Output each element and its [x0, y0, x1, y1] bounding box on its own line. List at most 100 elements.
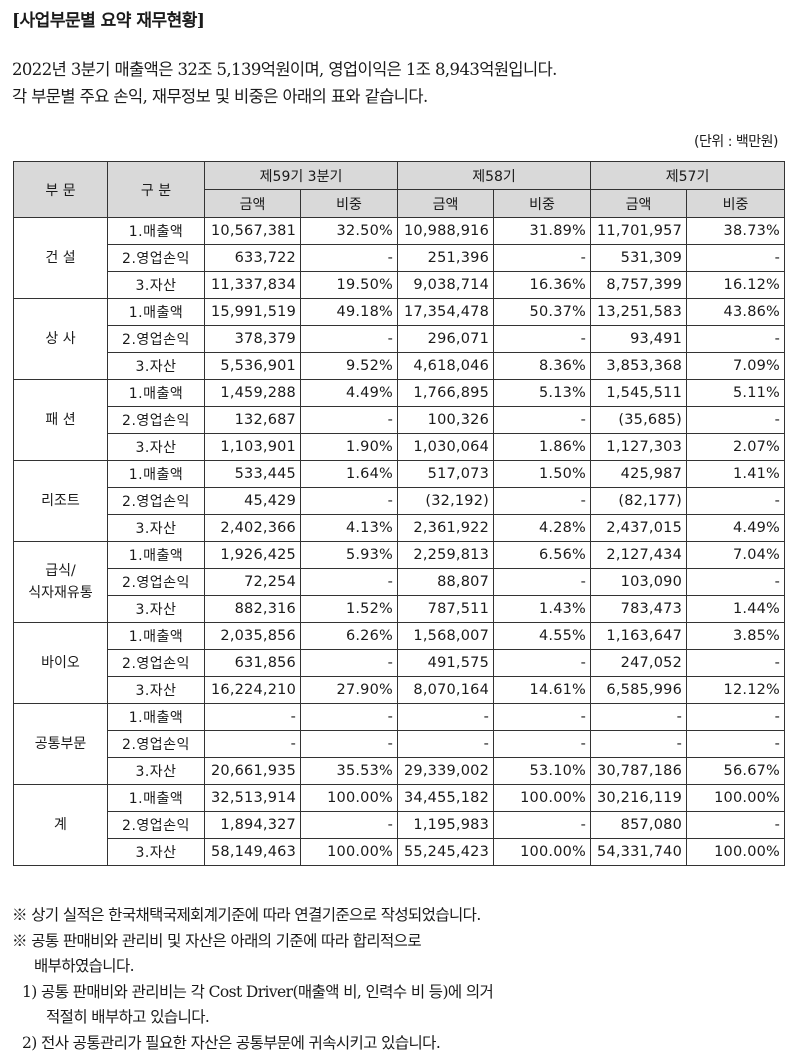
amount-cell: 93,491 — [591, 326, 687, 353]
amount-cell: - — [205, 731, 301, 758]
amount-cell: 10,567,381 — [205, 218, 301, 245]
amount-cell: 8,757,399 — [591, 272, 687, 299]
ratio-cell: - — [687, 326, 785, 353]
amount-cell: 11,701,957 — [591, 218, 687, 245]
amount-cell: 2,402,366 — [205, 515, 301, 542]
amount-cell: - — [205, 704, 301, 731]
amount-cell: 3,853,368 — [591, 353, 687, 380]
section-title: [사업부문별 요약 재무현황] — [12, 6, 204, 31]
amount-cell: - — [591, 704, 687, 731]
amount-cell: 30,787,186 — [591, 758, 687, 785]
amount-cell: 1,545,511 — [591, 380, 687, 407]
ratio-cell: 4.28% — [494, 515, 591, 542]
ratio-cell: - — [687, 245, 785, 272]
category-label: 3.자산 — [108, 596, 205, 623]
ratio-cell: 12.12% — [687, 677, 785, 704]
amount-cell: 29,339,002 — [398, 758, 494, 785]
ratio-cell: 8.36% — [494, 353, 591, 380]
segment-name: 패 션 — [14, 380, 108, 461]
segment-name-text: 리조트 — [18, 490, 103, 512]
segment-name-text: 공통부문 — [18, 733, 103, 755]
segment-name-text: 상 사 — [18, 328, 103, 350]
ratio-cell: 1.50% — [494, 461, 591, 488]
ratio-cell: - — [301, 731, 398, 758]
ratio-cell: - — [494, 407, 591, 434]
ratio-cell: 5.13% — [494, 380, 591, 407]
ratio-cell: 4.49% — [301, 380, 398, 407]
amount-cell: (32,192) — [398, 488, 494, 515]
segment-name: 상 사 — [14, 299, 108, 380]
segment-name: 리조트 — [14, 461, 108, 542]
amount-cell: 88,807 — [398, 569, 494, 596]
category-label: 1.매출액 — [108, 218, 205, 245]
amount-cell: 1,103,901 — [205, 434, 301, 461]
ratio-cell: 100.00% — [687, 839, 785, 866]
ratio-cell: 31.89% — [494, 218, 591, 245]
ratio-cell: - — [494, 731, 591, 758]
amount-cell: 491,575 — [398, 650, 494, 677]
category-label: 3.자산 — [108, 353, 205, 380]
header-ratio: 비중 — [301, 190, 398, 218]
category-label: 1.매출액 — [108, 299, 205, 326]
amount-cell: 251,396 — [398, 245, 494, 272]
header-segment: 부 문 — [14, 162, 108, 218]
amount-cell: 1,127,303 — [591, 434, 687, 461]
ratio-cell: - — [494, 326, 591, 353]
amount-cell: 30,216,119 — [591, 785, 687, 812]
amount-cell: 425,987 — [591, 461, 687, 488]
category-label: 3.자산 — [108, 434, 205, 461]
segment-name: 급식/식자재유통 — [14, 542, 108, 623]
ratio-cell: - — [687, 704, 785, 731]
amount-cell: 2,035,856 — [205, 623, 301, 650]
ratio-cell: 3.85% — [687, 623, 785, 650]
header-amount: 금액 — [398, 190, 494, 218]
amount-cell: 9,038,714 — [398, 272, 494, 299]
segment-name-text: 급식/ — [18, 560, 103, 582]
segment-name: 건 설 — [14, 218, 108, 299]
category-label: 3.자산 — [108, 515, 205, 542]
ratio-cell: - — [494, 704, 591, 731]
category-label: 2.영업손익 — [108, 245, 205, 272]
segment-name-text: 건 설 — [18, 247, 103, 269]
amount-cell: - — [398, 704, 494, 731]
ratio-cell: 1.90% — [301, 434, 398, 461]
ratio-cell: 7.04% — [687, 542, 785, 569]
ratio-cell: 4.49% — [687, 515, 785, 542]
amount-cell: 6,585,996 — [591, 677, 687, 704]
category-label: 1.매출액 — [108, 704, 205, 731]
ratio-cell: 38.73% — [687, 218, 785, 245]
ratio-cell: 100.00% — [494, 785, 591, 812]
footnote-1: ※ 상기 실적은 한국채택국제회계기준에 따라 연결기준으로 작성되었습니다. — [12, 903, 493, 929]
header-ratio: 비중 — [687, 190, 785, 218]
ratio-cell: - — [301, 650, 398, 677]
category-label: 2.영업손익 — [108, 812, 205, 839]
ratio-cell: 27.90% — [301, 677, 398, 704]
ratio-cell: 1.44% — [687, 596, 785, 623]
amount-cell: 17,354,478 — [398, 299, 494, 326]
amount-cell: 1,163,647 — [591, 623, 687, 650]
amount-cell: 1,195,983 — [398, 812, 494, 839]
segment-name-text: 바이오 — [18, 652, 103, 674]
amount-cell: 34,455,182 — [398, 785, 494, 812]
ratio-cell: 9.52% — [301, 353, 398, 380]
amount-cell: 517,073 — [398, 461, 494, 488]
category-label: 3.자산 — [108, 758, 205, 785]
amount-cell: 55,245,423 — [398, 839, 494, 866]
ratio-cell: 32.50% — [301, 218, 398, 245]
category-label: 2.영업손익 — [108, 569, 205, 596]
category-label: 3.자산 — [108, 272, 205, 299]
amount-cell: 20,661,935 — [205, 758, 301, 785]
amount-cell: 882,316 — [205, 596, 301, 623]
amount-cell: 2,259,813 — [398, 542, 494, 569]
ratio-cell: 6.56% — [494, 542, 591, 569]
ratio-cell: 100.00% — [494, 839, 591, 866]
amount-cell: 72,254 — [205, 569, 301, 596]
header-amount: 금액 — [591, 190, 687, 218]
